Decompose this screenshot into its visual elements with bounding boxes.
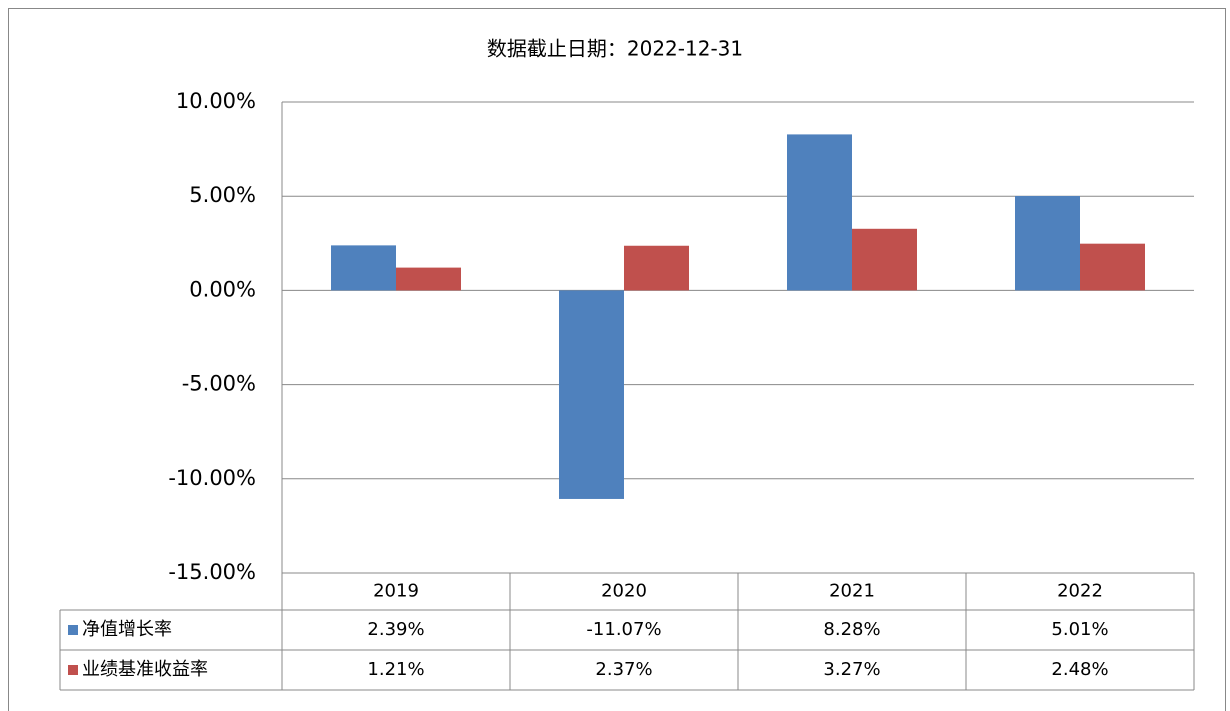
y-tick-label: 5.00% — [189, 183, 256, 207]
data-label: 2.37% — [595, 659, 652, 680]
bar — [1015, 196, 1080, 291]
chart-title: 数据截止日期：2022-12-31 — [487, 37, 743, 61]
bar — [852, 228, 917, 291]
x-tick-label: 2022 — [1057, 581, 1103, 602]
bar — [559, 290, 624, 499]
x-tick-label: 2020 — [601, 581, 647, 602]
data-label: 3.27% — [823, 659, 880, 680]
bar — [331, 245, 396, 291]
y-tick-label: -15.00% — [168, 560, 256, 584]
bar — [396, 267, 461, 291]
y-tick-label: -5.00% — [182, 372, 256, 396]
legend-label: 净值增长率 — [82, 619, 172, 640]
data-label: 2.39% — [367, 619, 424, 640]
legend-swatch — [68, 665, 78, 675]
bar — [1080, 243, 1145, 291]
bar — [787, 134, 852, 291]
data-label: 2.48% — [1051, 659, 1108, 680]
data-label: -11.07% — [586, 619, 661, 640]
y-tick-label: 0.00% — [189, 277, 256, 301]
y-tick-label: -10.00% — [168, 466, 256, 490]
data-label: 1.21% — [367, 659, 424, 680]
legend-swatch — [68, 625, 78, 635]
data-label: 5.01% — [1051, 619, 1108, 640]
data-label: 8.28% — [823, 619, 880, 640]
y-tick-label: 10.00% — [176, 89, 256, 113]
x-tick-label: 2021 — [829, 581, 875, 602]
bar — [624, 245, 689, 291]
legend-label: 业绩基准收益率 — [82, 659, 208, 680]
x-tick-label: 2019 — [373, 581, 419, 602]
